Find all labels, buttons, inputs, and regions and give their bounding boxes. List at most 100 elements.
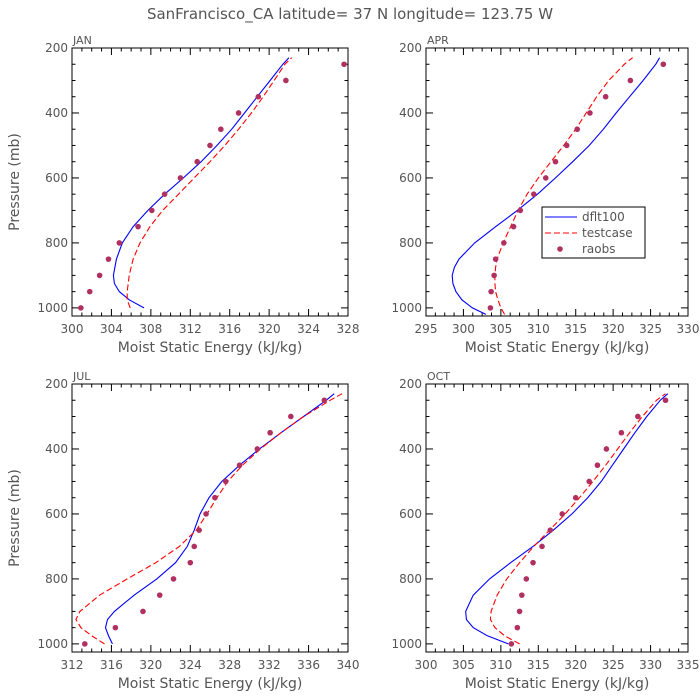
panel-label-jan: JAN <box>72 34 92 47</box>
x-tick-label-oct: 300 <box>415 658 438 672</box>
y-tick-label-jan: 600 <box>45 171 68 185</box>
raobs-point-oct <box>530 559 536 566</box>
y-tick-label-apr: 200 <box>399 41 422 55</box>
x-tick-label-jan: 300 <box>61 322 84 336</box>
x-tick-label-oct: 305 <box>452 658 475 672</box>
raobs-point-oct <box>523 576 530 582</box>
x-tick-label-jan: 312 <box>179 322 202 336</box>
raobs-point-oct <box>594 462 601 469</box>
y-tick-label-oct: 800 <box>399 572 422 586</box>
plot-area-jul <box>75 393 343 647</box>
x-tick-label-jul: 320 <box>139 658 162 672</box>
y-tick-label-jul: 600 <box>45 507 68 521</box>
x-tick-label-jan: 328 <box>337 322 360 336</box>
x-tick-label-jul: 332 <box>258 658 281 672</box>
testcase-line-jan <box>126 57 293 309</box>
raobs-point-oct <box>514 624 521 631</box>
y-tick-label-oct: 1000 <box>391 637 422 651</box>
x-tick-label-oct: 310 <box>489 658 512 672</box>
panel-label-apr: APR <box>427 34 449 47</box>
raobs-point-jan <box>177 175 184 181</box>
raobs-point-apr <box>491 272 497 279</box>
raobs-point-jul <box>196 527 202 533</box>
panel-oct: OCT 300 305 310 315 320 325 330 335 200 400 600 800 1… <box>391 370 699 692</box>
x-tick-label-apr: 325 <box>639 322 662 336</box>
raobs-point-apr <box>563 142 570 149</box>
raobs-point-jan <box>255 93 262 100</box>
panel-apr: APR 295 300 305 310 315 320 325 330 200 400 600 800 1… <box>391 34 699 356</box>
plot-frame-apr <box>425 47 689 317</box>
raobs-point-apr <box>487 305 494 311</box>
panel-jul: JUL 312 316 320 324 328 332 336 340 200 400 600 800 1… <box>7 370 359 692</box>
x-tick-label-jul: 312 <box>61 658 84 672</box>
dflt100-line-apr <box>451 57 661 315</box>
legend-label-raobs: raobs <box>582 242 616 256</box>
raobs-point-jul <box>203 511 209 517</box>
x-tick-label-apr: 315 <box>564 322 587 336</box>
raobs-point-jul <box>140 608 146 615</box>
y-tick-label-jul: 400 <box>45 442 68 456</box>
raobs-point-jan <box>149 207 155 214</box>
y-tick-label-apr: 800 <box>399 236 422 250</box>
raobs-point-jul <box>321 397 328 404</box>
legend: dflt100 testcase raobs <box>541 206 646 259</box>
raobs-point-jul <box>267 429 273 436</box>
raobs-point-oct <box>572 494 579 501</box>
raobs-point-jul <box>222 478 229 485</box>
raobs-point-jul <box>191 543 198 550</box>
raobs-point-jan <box>283 77 289 84</box>
raobs-point-jul <box>156 592 163 598</box>
raobs-point-apr <box>517 207 524 214</box>
dflt100-line-jul <box>104 393 335 645</box>
testcase-line-apr <box>494 57 633 315</box>
raobs-point-jul <box>236 462 243 469</box>
raobs-point-apr <box>660 61 667 68</box>
raobs-point-oct <box>547 527 554 533</box>
y-tick-label-jan: 800 <box>45 236 68 250</box>
raobs-point-oct <box>586 478 592 485</box>
x-tick-label-jan: 320 <box>258 322 281 336</box>
x-tick-label-jul: 328 <box>218 658 241 672</box>
raobs-point-apr <box>530 191 537 197</box>
y-axis-label-jul: Pressure (mb) <box>7 469 23 567</box>
y-tick-label-jan: 200 <box>45 41 68 55</box>
x-tick-label-jul: 340 <box>337 658 360 672</box>
raobs-point-jan <box>86 288 93 295</box>
y-tick-label-jul: 1000 <box>37 637 68 651</box>
x-tick-label-oct: 320 <box>564 658 587 672</box>
panel-jan: JAN 300 304 308 312 316 320 324 328 200 400 600 800 1… <box>7 34 359 356</box>
raobs-point-jul <box>212 494 218 501</box>
legend-label-dflt100: dflt100 <box>582 210 625 224</box>
y-tick-label-oct: 200 <box>399 377 422 391</box>
x-tick-label-apr: 330 <box>677 322 700 336</box>
y-tick-label-oct: 600 <box>399 507 422 521</box>
raobs-point-jan <box>161 191 168 197</box>
x-tick-label-apr: 310 <box>527 322 550 336</box>
testcase-line-jul <box>75 393 343 645</box>
x-tick-label-oct: 325 <box>602 658 625 672</box>
raobs-point-oct <box>559 511 566 517</box>
raobs-point-jan <box>78 305 84 311</box>
testcase-line-oct <box>489 393 666 645</box>
raobs-point-apr <box>587 110 593 116</box>
raobs-point-jan <box>135 223 141 230</box>
raobs-point-jul <box>112 624 119 631</box>
x-tick-label-apr: 320 <box>602 322 625 336</box>
raobs-point-apr <box>552 158 559 165</box>
raobs-point-oct <box>618 429 625 436</box>
raobs-point-oct <box>635 413 641 420</box>
raobs-point-oct <box>519 592 525 598</box>
raobs-point-jan <box>207 142 213 149</box>
dflt100-line-oct <box>465 393 669 645</box>
x-tick-label-jan: 324 <box>297 322 320 336</box>
x-tick-label-oct: 335 <box>677 658 700 672</box>
raobs-point-apr <box>488 288 494 295</box>
raobs-point-oct <box>603 446 610 452</box>
x-tick-label-apr: 295 <box>415 322 438 336</box>
raobs-point-jul <box>187 559 194 566</box>
raobs-point-apr <box>492 256 499 262</box>
y-tick-label-jul: 800 <box>45 572 68 586</box>
raobs-point-oct <box>516 608 523 615</box>
raobs-point-apr <box>627 77 634 84</box>
